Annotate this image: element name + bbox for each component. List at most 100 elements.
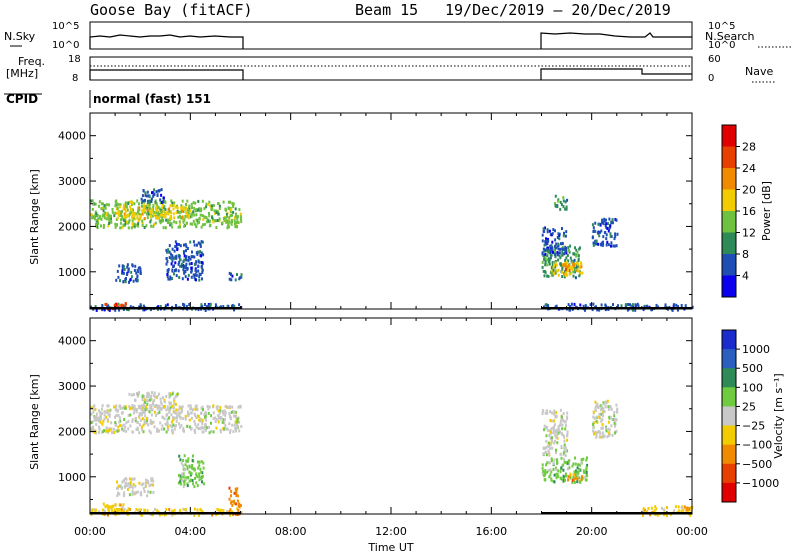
velocity-cell: [578, 480, 581, 484]
velocity-cell: [122, 493, 125, 497]
velocity-cell: [200, 425, 203, 429]
power-cell: [557, 247, 560, 251]
velocity-cell: [179, 480, 182, 484]
velocity-cell: [157, 392, 160, 396]
power-cell: [141, 219, 144, 223]
velocity-cell: [602, 433, 605, 437]
power-ytick-label: 4000: [58, 130, 86, 143]
velocity-cell: [592, 423, 595, 426]
velocity-cell: [196, 484, 199, 488]
velocity-cell: [585, 470, 588, 474]
velocity-cell: [229, 417, 232, 421]
power-cell: [133, 214, 136, 218]
freq-tick-right-bottom: 0: [708, 73, 714, 84]
power-cell: [197, 265, 200, 268]
power-cell: [127, 267, 130, 271]
velocity-colorbar-segment: [722, 425, 736, 446]
power-cell: [602, 240, 604, 244]
velocity-cell: [603, 434, 606, 438]
power-cell: [578, 274, 581, 278]
velocity-cell: [559, 476, 562, 480]
velocity-cell: [183, 468, 186, 472]
velocity-cell: [201, 471, 204, 475]
velocity-cell: [577, 463, 580, 467]
velocity-cell: [127, 427, 130, 431]
power-cell: [90, 213, 93, 217]
velocity-cell: [110, 421, 113, 425]
velocity-cell: [548, 434, 551, 437]
power-cell: [691, 305, 694, 309]
velocity-cell: [547, 429, 550, 433]
velocity-cell: [233, 423, 236, 427]
velocity-cell: [550, 411, 553, 415]
power-cell: [159, 305, 162, 308]
velocity-cell: [207, 407, 210, 411]
velocity-cell: [147, 399, 150, 403]
velocity-cell: [239, 405, 242, 409]
velocity-cell: [177, 412, 180, 416]
velocity-cell: [557, 431, 560, 435]
power-cell: [565, 205, 568, 209]
noise-tick-right-top: 10^5: [708, 21, 735, 32]
power-cell: [117, 212, 120, 216]
power-cell: [547, 239, 550, 243]
velocity-cell: [162, 396, 164, 400]
velocity-colorbar-tick-label: −1000: [742, 477, 779, 490]
power-cell: [551, 232, 554, 236]
power-cell: [199, 250, 201, 254]
velocity-cell: [214, 416, 217, 420]
velocity-cell: [101, 430, 104, 434]
power-cell: [157, 216, 160, 220]
velocity-cell: [106, 429, 109, 433]
power-cell: [208, 219, 211, 223]
power-cell: [167, 218, 169, 222]
velocity-cell: [180, 424, 183, 427]
power-cell: [230, 222, 233, 226]
power-cell: [559, 256, 562, 260]
power-cell: [136, 216, 139, 220]
velocity-cell: [596, 402, 599, 406]
velocity-cell: [131, 404, 134, 408]
power-cell: [128, 280, 130, 284]
power-cell: [126, 263, 129, 267]
power-cell: [162, 210, 165, 214]
power-cell: [564, 265, 567, 269]
velocity-cell: [219, 417, 222, 421]
power-cell: [634, 303, 637, 307]
power-cell: [138, 266, 141, 270]
power-cell: [570, 259, 573, 263]
power-cell: [113, 214, 116, 218]
power-cell: [122, 280, 125, 284]
velocity-cell: [601, 426, 604, 430]
velocity-cell: [144, 398, 147, 402]
velocity-cell: [90, 421, 93, 425]
power-cell: [194, 209, 197, 213]
power-cell: [240, 306, 243, 309]
velocity-cell: [574, 469, 577, 473]
power-cell: [607, 222, 609, 226]
power-cell: [198, 275, 201, 279]
velocity-cell: [216, 508, 219, 512]
power-cell: [133, 269, 136, 272]
velocity-cell: [615, 429, 618, 433]
power-cell: [541, 252, 544, 256]
velocity-cell: [154, 395, 157, 399]
velocity-cell: [576, 474, 579, 478]
power-cell: [165, 262, 168, 266]
velocity-cell: [158, 410, 161, 414]
power-cell: [160, 210, 163, 214]
velocity-cell: [553, 441, 556, 445]
power-cell: [188, 255, 190, 259]
power-colorbar-segment: [722, 125, 736, 147]
velocity-cell: [181, 405, 184, 409]
velocity-cell: [606, 399, 609, 403]
velocity-cell: [603, 410, 606, 413]
velocity-cell: [610, 424, 613, 428]
velocity-cell: [107, 513, 109, 517]
velocity-cell: [565, 461, 568, 464]
power-cell: [545, 239, 548, 243]
power-cell: [600, 229, 603, 233]
power-cell: [120, 303, 123, 307]
power-cell: [148, 212, 150, 216]
power-cell: [136, 199, 139, 203]
